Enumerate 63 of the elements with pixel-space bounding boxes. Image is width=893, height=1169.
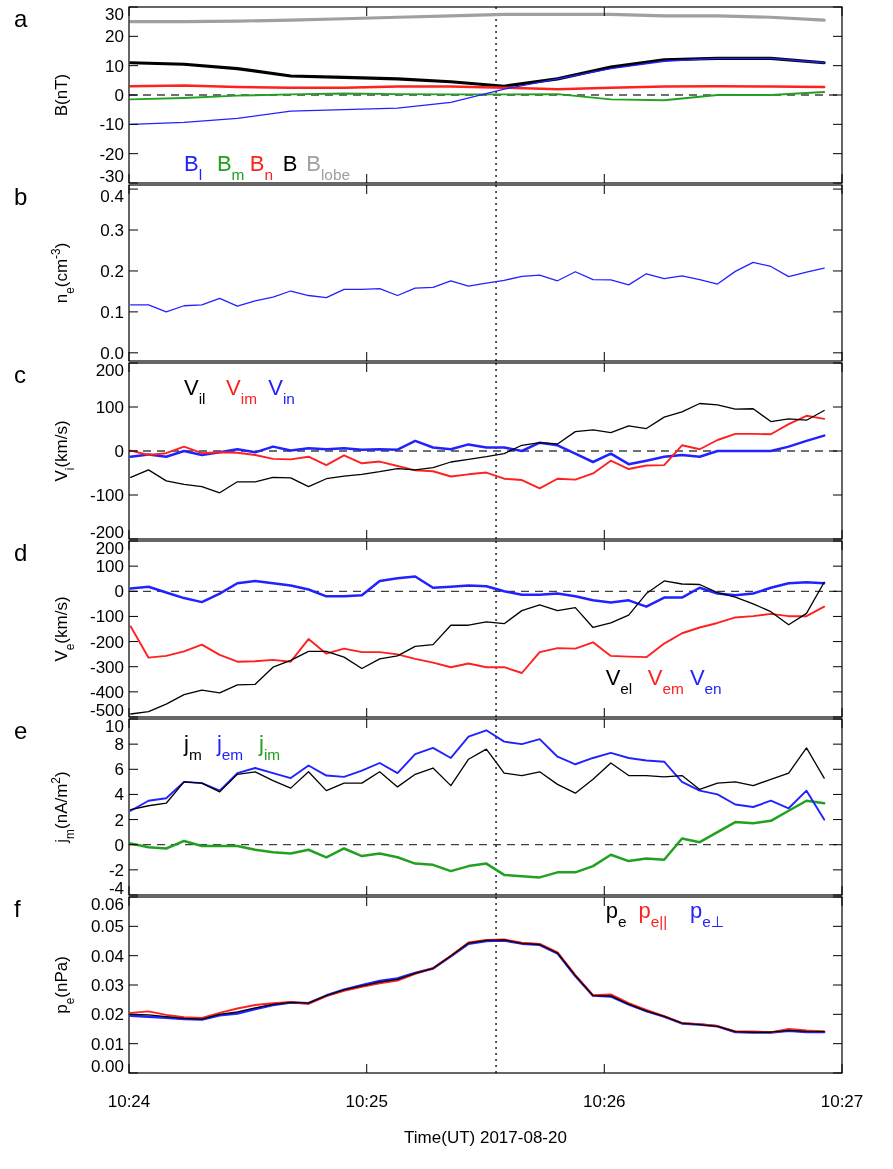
- y-tick-label: 0.00: [90, 1056, 124, 1076]
- y-tick-label: 6: [114, 760, 124, 780]
- text: V$_{il}$: [184, 375, 206, 407]
- y-tick-label: 0.05: [90, 917, 124, 937]
- text: c: [14, 361, 26, 388]
- y-tick-label: 0.2: [100, 261, 124, 281]
- series-label: j$_{em}$: [215, 731, 244, 763]
- text: p$_{e⊥}$: [689, 897, 725, 930]
- text: e: [14, 717, 28, 744]
- y-tick-label: 0.01: [90, 1034, 124, 1054]
- y-tick-label: 8: [114, 735, 124, 755]
- series-label: j$_{m}$: [183, 731, 202, 763]
- y-tick-label: 200: [95, 360, 124, 380]
- series-label: V$_{el}$: [605, 665, 633, 697]
- y-tick-label: -2: [108, 860, 124, 880]
- x-tick-label: 10:25: [345, 1092, 388, 1111]
- text: f: [14, 895, 21, 922]
- y-tick-label: 30: [105, 4, 124, 24]
- y-tick-label: 100: [95, 557, 124, 577]
- y-tick-label: 2: [114, 810, 124, 830]
- text: B$_{n}$: [249, 151, 274, 183]
- y-tick-label: -100: [89, 485, 124, 505]
- y-tick-label: -20: [99, 144, 124, 164]
- y-tick-label: 0: [114, 835, 124, 855]
- x-tick-label: 10:27: [820, 1092, 864, 1111]
- series-label: B$_{l}$: [184, 151, 203, 183]
- text: B$_{lobe}$: [306, 151, 351, 183]
- y-tick-label: -200: [89, 632, 124, 652]
- y-tick-label: -100: [89, 607, 124, 627]
- text: V$_{en}$: [689, 665, 722, 697]
- y-tick-label: 0.02: [90, 1005, 124, 1025]
- y-tick-label: 0.04: [90, 946, 124, 966]
- y-tick-label: -10: [99, 115, 124, 135]
- y-tick-label: 0: [114, 441, 124, 461]
- y-tick-label: 0.1: [100, 302, 124, 322]
- y-tick-label: 0.0: [100, 343, 124, 363]
- y-tick-label: 0: [114, 582, 124, 602]
- x-axis-title: Time(UT) 2017-08-20: [404, 1128, 567, 1147]
- text: a: [14, 5, 28, 32]
- y-tick-label: 10: [105, 56, 124, 76]
- series-label: V$_{em}$: [647, 665, 684, 697]
- text: B: [282, 151, 298, 176]
- x-tick-label: 10:24: [107, 1092, 151, 1111]
- legend-label: p$_{e}$: [605, 897, 627, 930]
- y-tick-label: 0: [114, 85, 124, 105]
- y-tick-label: 0.3: [100, 220, 124, 240]
- series-label: V$_{in}$: [268, 375, 295, 407]
- y-tick-label: 0.03: [90, 975, 124, 995]
- y-tick-label: 100: [95, 397, 124, 417]
- y-tick-label: -400: [89, 682, 124, 702]
- text: p$_{e||}$: [638, 897, 668, 930]
- y-tick-label: 0.4: [100, 187, 124, 207]
- x-tick-label: 10:26: [583, 1092, 626, 1111]
- text: d: [14, 539, 28, 566]
- y-tick-label: -300: [89, 657, 124, 677]
- text: V$_{im}$: [226, 375, 258, 407]
- text: j$_{im}$: [258, 731, 281, 763]
- y-tick-label: -30: [99, 166, 124, 186]
- y-axis-title: B(nT): [52, 73, 71, 117]
- y-tick-label: 20: [105, 27, 124, 47]
- y-tick-label: 4: [114, 785, 124, 805]
- text: b: [14, 183, 28, 210]
- text: B$_{m}$: [216, 151, 245, 183]
